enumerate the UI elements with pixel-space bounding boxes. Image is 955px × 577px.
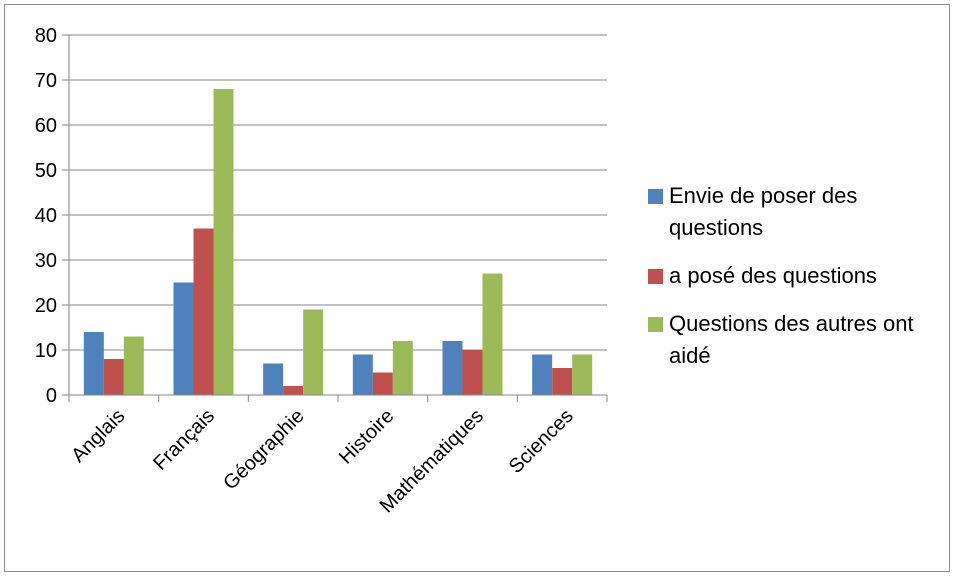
chart-frame (4, 4, 950, 572)
legend-item-series-2: a posé des questions (648, 260, 948, 292)
legend: Envie de poser des questions a posé des … (648, 180, 948, 388)
y-tick-label: 60 (35, 115, 57, 137)
y-tick-label: 70 (35, 70, 57, 92)
gridlines (62, 34, 607, 396)
bar (442, 341, 463, 395)
bars (83, 89, 593, 395)
bar (283, 386, 304, 395)
bar (352, 354, 373, 395)
bar (372, 372, 393, 395)
x-tick-label: Géographie (219, 405, 308, 494)
legend-label: Questions des autres ont aidé (669, 311, 914, 368)
bar (482, 273, 503, 395)
legend-swatch (648, 189, 663, 204)
y-tick-label: 30 (35, 250, 57, 272)
y-tick-label: 10 (35, 340, 57, 362)
bar (263, 363, 284, 395)
y-tick-label: 50 (35, 160, 57, 182)
legend-swatch (648, 317, 663, 332)
x-tick-label: Histoire (335, 405, 398, 468)
bar (193, 228, 214, 395)
x-tick-label: Anglais (67, 405, 129, 467)
bar (123, 336, 144, 395)
bar (392, 341, 413, 395)
y-tick-label: 40 (35, 205, 57, 227)
y-tick-label: 20 (35, 295, 57, 317)
bar (572, 354, 593, 395)
legend-label: Envie de poser des questions (669, 183, 858, 240)
bar (83, 332, 104, 395)
y-tick-label: 0 (46, 385, 57, 407)
axes (68, 35, 608, 402)
x-tick-label: Sciences (505, 405, 578, 478)
bar (103, 359, 124, 395)
x-tick-label: Français (149, 405, 219, 475)
bar (532, 354, 553, 395)
legend-item-series-1: Envie de poser des questions (648, 180, 948, 244)
x-tick-labels: Anglais Français Géographie HistoireMathéma… (67, 405, 577, 517)
y-tick-label: 80 (35, 25, 57, 47)
legend-item-series-3: Questions des autres ont aidé (648, 308, 948, 372)
bar (462, 350, 483, 395)
bar (303, 309, 324, 395)
y-tick-labels: 0 10 20 30 40 50 60 70 80 (35, 25, 57, 407)
bar (552, 368, 573, 395)
legend-label: a posé des questions (669, 263, 877, 288)
legend-swatch (648, 269, 663, 284)
bar (213, 89, 234, 395)
bar (173, 282, 194, 395)
